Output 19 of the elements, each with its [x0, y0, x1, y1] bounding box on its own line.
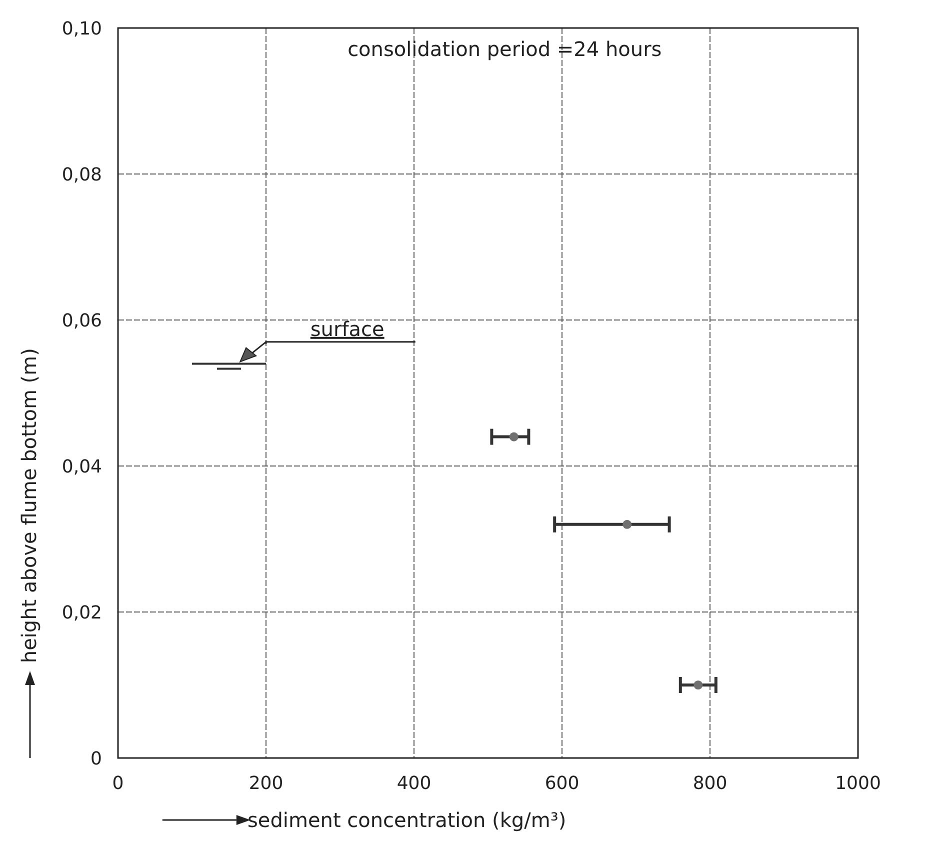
x-tick-label: 200 — [248, 772, 284, 794]
x-tick-label: 600 — [544, 772, 580, 794]
x-axis-title: sediment concentration (kg/m³) — [248, 808, 566, 832]
y-tick-label: 0,10 — [62, 18, 102, 40]
x-tick-label: 800 — [692, 772, 728, 794]
y-tick-label: 0,08 — [62, 164, 102, 186]
y-tick-label: 0,06 — [62, 310, 102, 332]
y-axis-title: height above flume bottom (m) — [17, 348, 41, 664]
y-tick-label: 0,04 — [62, 456, 102, 478]
y-tick-label: 0 — [90, 748, 102, 770]
point — [622, 520, 632, 529]
x-tick-label: 400 — [396, 772, 432, 794]
x-tick-label: 1000 — [835, 772, 881, 794]
point — [694, 680, 703, 690]
y-tick-label: 0,02 — [62, 602, 102, 624]
x-tick-label: 0 — [112, 772, 124, 794]
point — [509, 432, 518, 442]
text: consolidation period =24 hours — [348, 37, 662, 61]
annotation: surface — [310, 316, 384, 341]
